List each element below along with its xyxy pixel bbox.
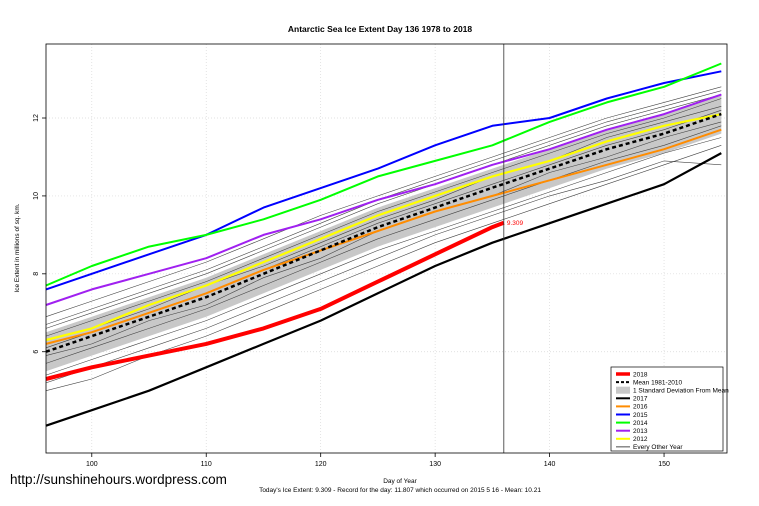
footer-summary: Today's Ice Extent: 9.309 - Record for t…: [259, 487, 541, 494]
std-deviation-band: [46, 94, 722, 372]
legend-entry-label: 2014: [633, 420, 648, 427]
plot-frame: [45, 43, 728, 454]
every-other-year-line: [45, 86, 722, 317]
x-tick-label: 130: [429, 461, 441, 468]
watermark-url: http://sunshinehours.wordpress.com: [10, 472, 227, 487]
series-line-2017: [45, 152, 722, 427]
legend-entry-label: 2015: [633, 412, 648, 419]
series-line-2012: [45, 113, 722, 342]
x-tick-label: 100: [86, 461, 98, 468]
every-other-year-line: [45, 137, 722, 376]
every-other-year-line: [45, 160, 722, 384]
legend-entry-label: 2013: [633, 428, 648, 435]
y-tick-label: 6: [33, 350, 40, 354]
series-line-mean-1981-2010: [45, 112, 722, 353]
x-tick-label: 120: [315, 461, 327, 468]
every-other-year-line: [45, 94, 722, 329]
y-axis-ticks: 6 8 10 12: [33, 114, 46, 354]
series-line-2013: [45, 93, 722, 306]
legend-swatch: [616, 386, 630, 394]
y-axis-label: Ice Extent in millions of sq. km.: [14, 203, 21, 292]
every-other-year-line: [45, 125, 722, 364]
series-line-2018: [45, 220, 505, 381]
legend-entry-label: Every Other Year: [633, 444, 683, 451]
legend-entry-label: 2012: [633, 436, 648, 443]
y-tick-label: 10: [33, 192, 40, 200]
series-line-2015: [45, 70, 722, 291]
x-tick-label: 110: [201, 461, 212, 468]
x-tick-label: 140: [544, 461, 556, 468]
legend-entry-label: 2016: [633, 404, 648, 411]
y-tick-label: 8: [33, 272, 40, 276]
std-band-layer: [46, 94, 722, 372]
series-line-2016: [45, 128, 722, 345]
series-line-2014: [45, 62, 722, 287]
every-other-year-line: [45, 106, 722, 341]
x-tick-label: 150: [658, 461, 670, 468]
marker-value-label: 9.309: [507, 220, 524, 227]
y-tick-label: 12: [33, 114, 40, 122]
legend-entry-label: 1 Standard Deviation From Mean: [633, 388, 729, 395]
every-other-year-line: [45, 98, 722, 337]
legend-entry-label: 2018: [633, 371, 648, 378]
legend-box: [610, 366, 724, 452]
every-other-year-line: [45, 145, 722, 391]
legend-entry-label: 2017: [633, 396, 648, 403]
x-axis-label: Day of Year: [383, 478, 417, 485]
legend-entry-label: Mean 1981-2010: [633, 379, 683, 386]
series-layer: [45, 62, 722, 427]
chart-title: Antarctic Sea Ice Extent Day 136 1978 to…: [288, 24, 473, 34]
x-axis-ticks: 100 110 120 130 140 150: [86, 453, 670, 468]
